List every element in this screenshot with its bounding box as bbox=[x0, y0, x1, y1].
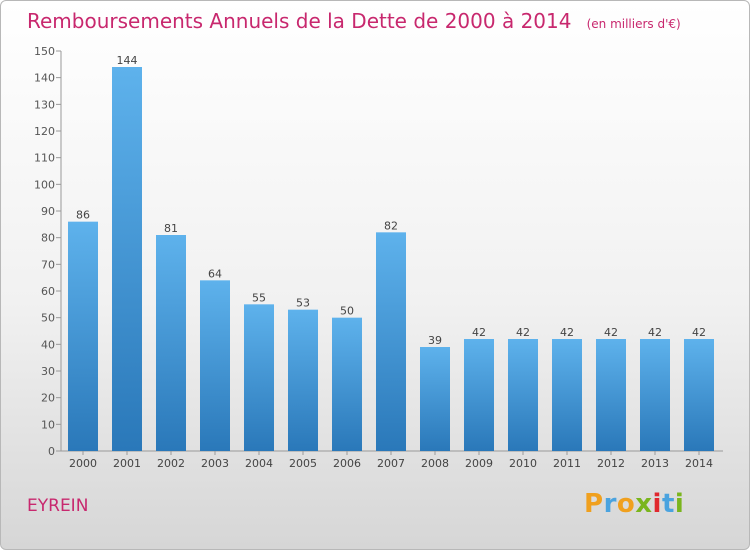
commune-name: EYREIN bbox=[27, 496, 89, 516]
bar bbox=[508, 339, 538, 451]
x-tick-label: 2007 bbox=[377, 457, 405, 470]
x-tick-label: 2002 bbox=[157, 457, 185, 470]
logo-letter: P bbox=[584, 489, 604, 519]
x-tick-label: 2012 bbox=[597, 457, 625, 470]
y-tick-label: 150 bbox=[34, 45, 55, 58]
logo-letter: t bbox=[661, 489, 675, 519]
proxiti-logo[interactable]: Proxiti bbox=[584, 489, 684, 519]
chart-unit-label: (en milliers d'€) bbox=[586, 17, 681, 31]
bar-value-label: 42 bbox=[692, 326, 706, 339]
y-tick-label: 70 bbox=[41, 258, 55, 271]
bar-value-label: 53 bbox=[296, 297, 310, 310]
bar-value-label: 64 bbox=[208, 267, 222, 280]
x-tick-label: 2006 bbox=[333, 457, 361, 470]
logo-letter: o bbox=[616, 489, 636, 519]
y-tick-label: 130 bbox=[34, 98, 55, 111]
bar-value-label: 86 bbox=[76, 209, 90, 222]
y-tick-label: 100 bbox=[34, 178, 55, 191]
bar bbox=[68, 221, 98, 451]
bar bbox=[200, 280, 230, 451]
logo-letter: x bbox=[635, 489, 653, 519]
bar bbox=[288, 309, 318, 451]
chart-title: Remboursements Annuels de la Dette de 20… bbox=[27, 9, 681, 33]
y-tick-label: 80 bbox=[41, 232, 55, 245]
chart-title-text: Remboursements Annuels de la Dette de 20… bbox=[27, 9, 572, 33]
x-tick-label: 2013 bbox=[641, 457, 669, 470]
bar bbox=[684, 339, 714, 451]
bar-value-label: 42 bbox=[648, 326, 662, 339]
bar bbox=[332, 317, 362, 451]
y-tick-label: 0 bbox=[48, 445, 55, 458]
x-tick-label: 2008 bbox=[421, 457, 449, 470]
y-tick-label: 50 bbox=[41, 312, 55, 325]
y-tick-label: 40 bbox=[41, 338, 55, 351]
bar bbox=[376, 232, 406, 451]
bar-value-label: 39 bbox=[428, 334, 442, 347]
x-tick-label: 2003 bbox=[201, 457, 229, 470]
y-tick-label: 10 bbox=[41, 418, 55, 431]
y-tick-label: 120 bbox=[34, 125, 55, 138]
bar bbox=[112, 67, 142, 451]
y-tick-label: 90 bbox=[41, 205, 55, 218]
bar bbox=[464, 339, 494, 451]
y-tick-label: 110 bbox=[34, 152, 55, 165]
bar-value-label: 42 bbox=[560, 326, 574, 339]
x-tick-label: 2001 bbox=[113, 457, 141, 470]
y-tick-label: 20 bbox=[41, 392, 55, 405]
bar bbox=[596, 339, 626, 451]
logo-letter: i bbox=[652, 489, 662, 519]
x-tick-label: 2009 bbox=[465, 457, 493, 470]
x-tick-label: 2010 bbox=[509, 457, 537, 470]
x-tick-label: 2000 bbox=[69, 457, 97, 470]
bar bbox=[156, 235, 186, 451]
bar-value-label: 42 bbox=[472, 326, 486, 339]
bar bbox=[552, 339, 582, 451]
x-tick-label: 2014 bbox=[685, 457, 713, 470]
y-tick-label: 60 bbox=[41, 285, 55, 298]
bar bbox=[640, 339, 670, 451]
x-tick-label: 2004 bbox=[245, 457, 273, 470]
bar-value-label: 42 bbox=[516, 326, 530, 339]
logo-letter: i bbox=[674, 489, 685, 519]
bar-value-label: 42 bbox=[604, 326, 618, 339]
y-tick-label: 30 bbox=[41, 365, 55, 378]
x-tick-label: 2011 bbox=[553, 457, 581, 470]
x-tick-label: 2005 bbox=[289, 457, 317, 470]
bar-value-label: 81 bbox=[164, 222, 178, 235]
bar-value-label: 144 bbox=[117, 54, 138, 67]
logo-letter: r bbox=[603, 489, 617, 519]
bar-value-label: 82 bbox=[384, 219, 398, 232]
bar-value-label: 55 bbox=[252, 291, 266, 304]
bar bbox=[244, 304, 274, 451]
bar bbox=[420, 347, 450, 451]
y-tick-label: 140 bbox=[34, 72, 55, 85]
bar-value-label: 50 bbox=[340, 305, 354, 318]
